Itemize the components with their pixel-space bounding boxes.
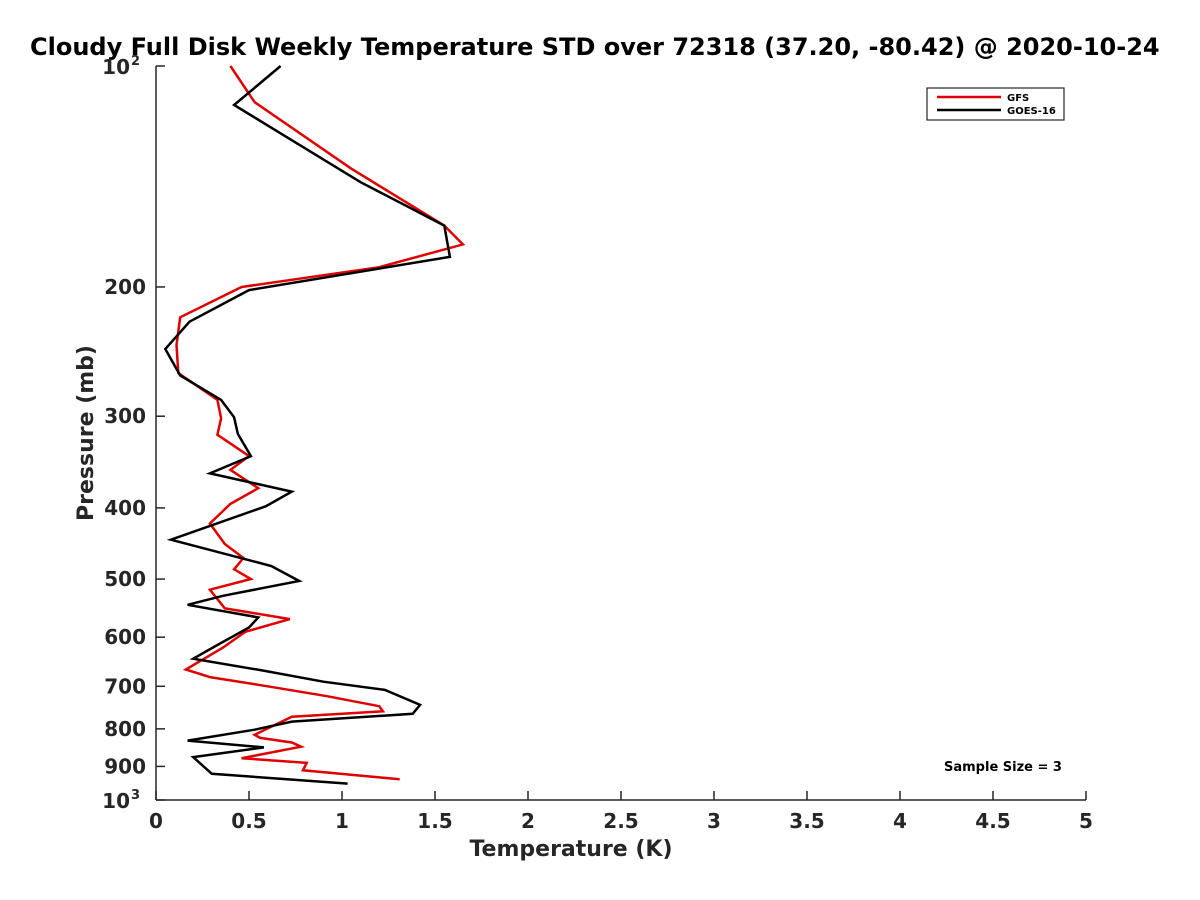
- x-tick-label: 1.5: [417, 809, 452, 833]
- x-tick-label: 5: [1079, 809, 1093, 833]
- series-line-goes-16: [163, 65, 452, 785]
- x-tick-label: 2.5: [603, 809, 638, 833]
- y-tick-label: 800: [104, 717, 146, 741]
- y-tick-label: 10: [102, 55, 130, 79]
- sample-size-annotation: Sample Size = 3: [944, 760, 1062, 775]
- legend-entry: GOES-16: [1007, 106, 1056, 117]
- legend: GFS GOES-16: [926, 87, 1065, 121]
- x-tick-label: 3: [707, 809, 721, 833]
- legend-entry: GFS: [1007, 93, 1029, 104]
- y-tick-label: 600: [104, 625, 146, 649]
- y-tick-label: 300: [104, 404, 146, 428]
- y-tick-label: 500: [104, 567, 146, 591]
- y-tick-label-exponent: 3: [131, 788, 140, 803]
- y-tick-label: 200: [104, 275, 146, 299]
- y-axis-label: Pressure (mb): [74, 345, 99, 521]
- legend-box: [926, 87, 1065, 121]
- y-tick-label: 700: [104, 674, 146, 698]
- x-tick-label: 3.5: [789, 809, 824, 833]
- x-tick-label: 2: [521, 809, 535, 833]
- x-axis-ticks: 0 0.5 1 1.5 2 2.5 3 3.5 4 4.5 5: [149, 791, 1093, 833]
- y-tick-label-exponent: 2: [131, 54, 140, 69]
- series-line-gfs: [175, 65, 466, 781]
- y-tick-label: 900: [104, 754, 146, 778]
- x-tick-label: 4: [893, 809, 907, 833]
- chart-title: Cloudy Full Disk Weekly Temperature STD …: [30, 33, 1160, 61]
- y-tick-label: 10: [102, 789, 130, 813]
- plot-area: [155, 65, 1086, 801]
- x-tick-label: 1: [335, 809, 349, 833]
- x-tick-label: 4.5: [975, 809, 1010, 833]
- x-axis-label: Temperature (K): [469, 837, 672, 862]
- y-tick-label: 400: [104, 496, 146, 520]
- x-tick-label: 0: [149, 809, 163, 833]
- x-tick-label: 0.5: [231, 809, 266, 833]
